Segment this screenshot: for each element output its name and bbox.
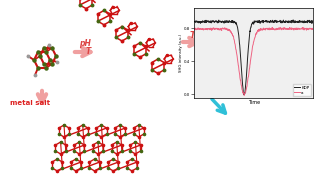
Line: KDP: KDP — [194, 20, 313, 95]
KDP — [291, 19, 295, 21]
a — [257, 29, 261, 32]
a — [192, 28, 196, 30]
KDP — [257, 21, 261, 24]
KDP — [290, 19, 294, 22]
KDP — [311, 21, 315, 23]
Text: pH: pH — [79, 40, 91, 49]
KDP — [192, 20, 196, 23]
Text: metal salt: metal salt — [10, 100, 50, 106]
Legend: KDP, a: KDP, a — [293, 84, 311, 96]
KDP — [250, 23, 253, 25]
Text: T: T — [85, 46, 91, 56]
a — [308, 27, 312, 30]
KDP — [263, 21, 267, 23]
a — [270, 26, 274, 29]
a — [249, 57, 253, 60]
a — [263, 28, 267, 30]
a — [250, 53, 253, 55]
X-axis label: Time: Time — [247, 100, 260, 105]
a — [242, 94, 246, 96]
KDP — [242, 94, 246, 96]
Line: a: a — [194, 27, 313, 95]
Text: T: T — [189, 30, 195, 40]
Y-axis label: SHG intensity (a.u.): SHG intensity (a.u.) — [179, 34, 183, 72]
a — [290, 27, 294, 29]
KDP — [249, 26, 253, 28]
a — [311, 28, 315, 30]
KDP — [308, 20, 312, 22]
